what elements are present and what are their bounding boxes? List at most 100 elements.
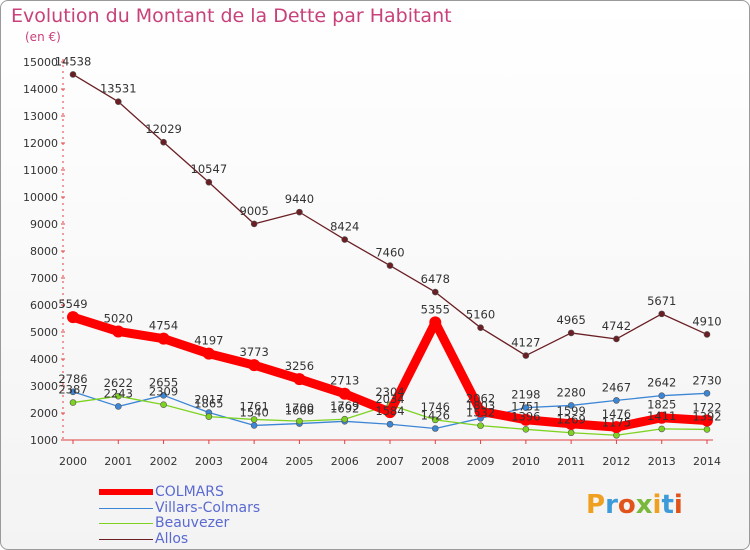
data-point	[658, 310, 666, 318]
data-label: 3256	[285, 359, 314, 373]
data-point	[386, 420, 394, 428]
data-label: 4965	[557, 313, 586, 327]
legend-swatch-beauvezer	[99, 523, 153, 524]
data-label: 2730	[692, 373, 721, 387]
data-point	[384, 406, 396, 419]
data-label: 2309	[149, 385, 178, 399]
data-label: 9005	[240, 204, 269, 218]
data-label: 1751	[511, 400, 540, 414]
data-point	[429, 316, 442, 329]
x-tick-label: 2004	[240, 455, 268, 468]
data-point	[67, 311, 79, 324]
x-tick-label: 2003	[195, 455, 223, 468]
data-label: 5671	[647, 294, 676, 308]
data-point	[296, 417, 303, 425]
data-label: 1175	[602, 415, 631, 429]
data-label: 1746	[421, 400, 450, 414]
data-label: 4754	[149, 319, 178, 333]
data-point	[567, 329, 575, 337]
data-point	[703, 426, 711, 433]
data-label: 12029	[145, 122, 182, 136]
x-tick-label: 2009	[467, 455, 495, 468]
data-point	[477, 422, 484, 429]
data-point	[655, 411, 668, 424]
data-label: 2642	[647, 376, 676, 390]
data-label: 2655	[149, 375, 178, 389]
data-label: 4742	[602, 319, 631, 333]
x-tick-label: 2007	[376, 455, 404, 468]
data-point	[703, 331, 711, 338]
data-point	[250, 220, 258, 228]
data-label: 1426	[421, 408, 450, 422]
x-tick-label: 2014	[693, 455, 721, 468]
data-label: 1769	[330, 399, 359, 413]
data-label: 2034	[375, 392, 404, 406]
chart-subtitle: (en €)	[25, 30, 61, 44]
legend-swatch-colmars	[99, 489, 153, 495]
y-tick-label: 5000	[30, 326, 58, 339]
data-label: 2713	[330, 374, 359, 388]
data-point	[338, 387, 351, 400]
data-point	[431, 416, 439, 424]
data-point	[386, 262, 394, 269]
data-point	[567, 429, 575, 437]
data-label: 1700	[285, 401, 314, 415]
data-point	[250, 422, 258, 429]
x-tick-label: 2005	[285, 455, 313, 468]
legend-label-beauvezer: Beauvezer	[155, 515, 230, 531]
data-point	[431, 425, 439, 432]
y-tick-label: 1000	[30, 434, 58, 447]
data-point	[341, 236, 349, 243]
data-point	[567, 402, 575, 409]
data-label: 2198	[511, 388, 540, 402]
logo-letter: x	[635, 490, 653, 520]
data-label: 1411	[647, 409, 676, 423]
data-label: 5160	[466, 308, 495, 322]
data-point	[202, 347, 215, 360]
data-label: 5355	[421, 302, 450, 316]
x-tick-label: 2011	[557, 455, 585, 468]
data-label: 6478	[421, 272, 450, 286]
data-point	[114, 403, 122, 410]
data-label: 1532	[466, 406, 495, 420]
y-tick-label: 15000	[23, 56, 58, 69]
data-label: 4127	[511, 336, 540, 350]
y-tick-label: 3000	[30, 380, 58, 393]
chart-title: Evolution du Montant de la Dette par Hab…	[11, 5, 452, 27]
data-label: 2280	[557, 385, 586, 399]
data-point	[114, 98, 122, 105]
logo-letter: o	[617, 490, 636, 520]
data-label: 2387	[58, 383, 87, 397]
x-tick-label: 2001	[104, 455, 132, 468]
x-tick-label: 2008	[421, 455, 449, 468]
data-label: 1865	[194, 397, 223, 411]
x-tick-label: 2012	[602, 455, 630, 468]
data-label: 10547	[191, 162, 228, 176]
data-point	[205, 178, 213, 186]
x-tick-label: 2006	[331, 455, 359, 468]
data-label: 14538	[55, 54, 92, 68]
data-point	[522, 352, 530, 359]
data-point	[522, 404, 530, 411]
data-label: 5549	[58, 297, 87, 311]
data-label: 1476	[602, 407, 631, 421]
data-label: 1722	[692, 401, 721, 415]
data-point	[112, 325, 125, 338]
data-point	[69, 388, 77, 396]
data-label: 1540	[240, 405, 269, 419]
data-label: 2786	[58, 372, 87, 386]
data-label: 5020	[104, 311, 133, 325]
data-label: 2062	[466, 391, 495, 405]
y-tick-label: 7000	[30, 272, 58, 285]
data-point	[341, 415, 349, 423]
data-point	[157, 332, 170, 345]
data-label: 4197	[194, 334, 223, 348]
logo-letter: t	[661, 490, 674, 520]
x-tick-label: 2002	[150, 455, 178, 468]
data-label: 9440	[285, 192, 314, 206]
data-point	[613, 335, 620, 343]
data-label: 1608	[285, 404, 314, 418]
y-tick-label: 12000	[23, 137, 58, 150]
